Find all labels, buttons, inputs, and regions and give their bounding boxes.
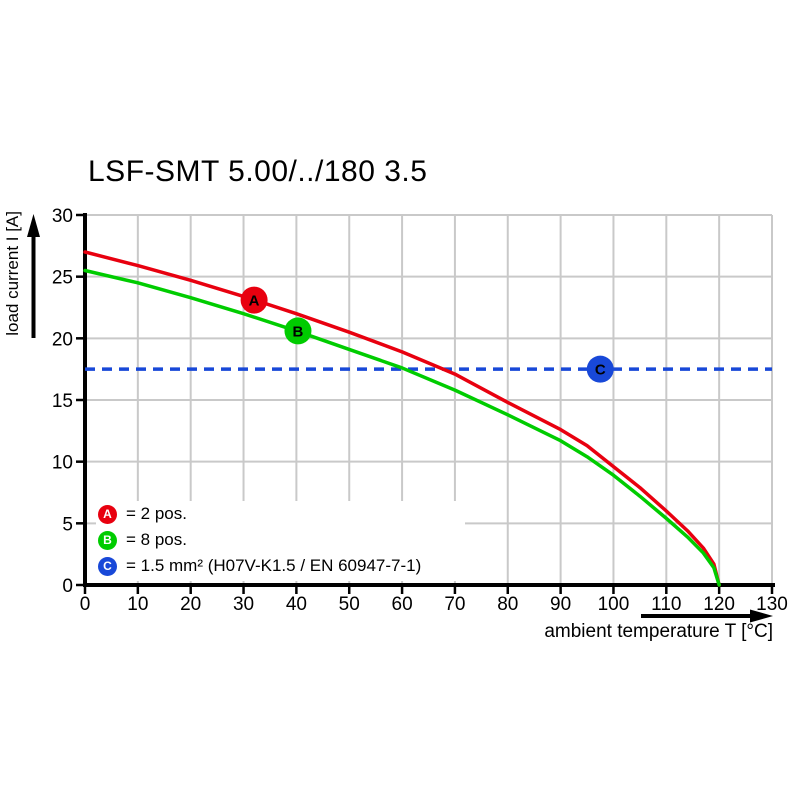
y-tick-label: 5 (62, 514, 73, 535)
chart-marker-letter-A: A (249, 293, 260, 310)
legend-label-C: = 1.5 mm² (H07V-K1.5 / EN 60947-7-1) (126, 556, 422, 575)
chart-marker-circle-B (284, 317, 312, 345)
x-tick-label: 110 (651, 594, 681, 615)
legend-marker-A-icon: A (98, 504, 117, 524)
x-tick-label: 100 (598, 594, 630, 615)
x-tick-label: 60 (392, 594, 413, 615)
legend-marker-C-icon: C (98, 556, 117, 576)
series-layer (83, 250, 772, 587)
curve-A-2-pos- (83, 250, 721, 587)
chart-marker-letter-C: C (595, 362, 606, 379)
y-tick-label: 30 (52, 206, 73, 227)
chart-title: LSF-SMT 5.00/../180 3.5 (88, 155, 428, 188)
chart-marker-circle-C (586, 355, 614, 383)
y-tick-label: 20 (52, 329, 73, 350)
legend-label-A: = 2 pos. (126, 504, 187, 523)
x-tick-label: 130 (756, 594, 788, 615)
y-tick-label: 25 (52, 268, 73, 289)
x-axis-title: ambient temperature T [°C] (544, 621, 773, 642)
x-tick-label: 90 (550, 594, 571, 615)
x-tick-label: 10 (127, 594, 148, 615)
chart-marker-A: A (240, 286, 268, 314)
legend-item-C: C = 1.5 mm² (H07V-K1.5 / EN 60947-7-1) (98, 553, 421, 579)
chart-marker-letter-B: B (293, 323, 304, 340)
y-tick-label: 0 (62, 576, 73, 597)
x-axis-arrow-icon (641, 609, 773, 623)
legend-marker-B-icon: B (98, 530, 117, 550)
curve-B-8-pos- (83, 268, 721, 587)
legend-item-B: B = 8 pos. (98, 527, 421, 553)
chart-marker-C: C (586, 355, 614, 383)
marker-layer: A B C (240, 286, 614, 383)
legend-label-B: = 8 pos. (126, 530, 187, 549)
x-tick-label: 40 (286, 594, 307, 615)
x-tick-label: 20 (180, 594, 201, 615)
tick-layer: 0 10 20 30 40 50 60 70 80 90 100 110 120 130 0 5 10 15 20 2… (52, 206, 788, 615)
y-tick-label: 10 (52, 453, 73, 474)
y-axis-arrow-icon (27, 214, 40, 338)
chart-marker-circle-A (240, 286, 268, 314)
chart-marker-B: B (284, 317, 312, 345)
x-tick-label: 30 (233, 594, 254, 615)
x-tick-label: 120 (703, 594, 735, 615)
legend: A = 2 pos. B = 8 pos. C = 1.5 mm² (H07V-K1.5 … (96, 501, 466, 581)
x-tick-label: 80 (497, 594, 518, 615)
y-tick-label: 15 (52, 391, 73, 412)
x-tick-label: 50 (339, 594, 360, 615)
x-tick-label: 0 (80, 594, 91, 615)
legend-item-A: A = 2 pos. (98, 501, 421, 527)
x-tick-label: 70 (444, 594, 465, 615)
